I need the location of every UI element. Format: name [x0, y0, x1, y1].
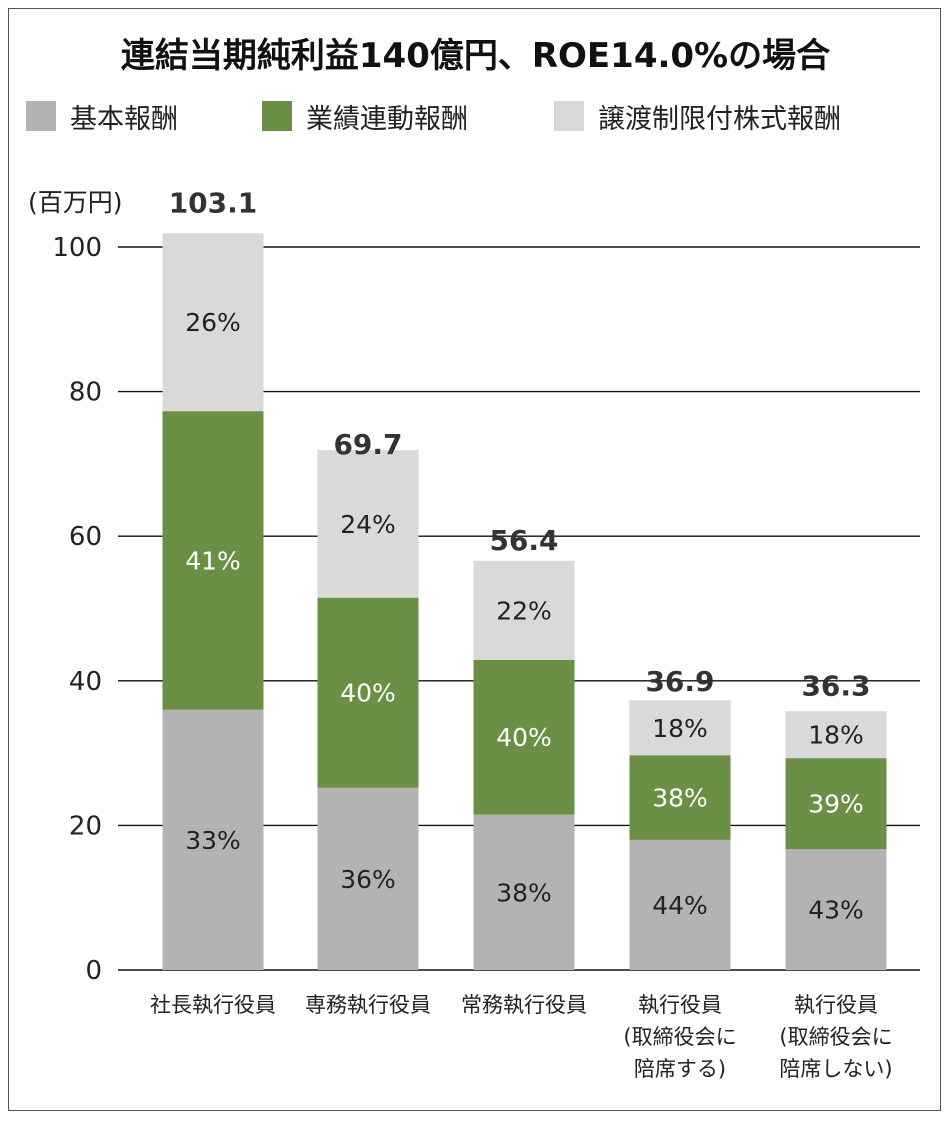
- y-tick-label-0: 0: [85, 956, 102, 986]
- y-tick-label-40: 40: [69, 667, 102, 697]
- bar-segment-restricted-stock-2: [473, 560, 575, 660]
- segment-label-restricted-stock-0: 26%: [185, 308, 241, 337]
- y-tick-label-80: 80: [69, 378, 102, 408]
- bar-total-label-2: 56.4: [489, 524, 558, 557]
- legend-swatch-performance-pay: [262, 101, 292, 131]
- bar-segment-restricted-stock-3: [629, 700, 731, 756]
- segment-label-base-salary-4: 43%: [808, 896, 864, 925]
- y-axis-unit-label: (百万円): [28, 188, 123, 217]
- segment-label-performance-pay-2: 40%: [496, 723, 552, 752]
- legend-label-base-salary: 基本報酬: [70, 103, 178, 135]
- category-label-0-line-0: 社長執行役員: [150, 993, 276, 1017]
- y-tick-label-60: 60: [69, 522, 102, 552]
- bar-segment-performance-pay-1: [317, 597, 419, 788]
- bar-total-label-1: 69.7: [333, 428, 402, 461]
- legend-label-performance-pay: 業績連動報酬: [306, 103, 468, 135]
- legend-swatch-restricted-stock: [554, 101, 584, 131]
- bar-segment-performance-pay-4: [785, 758, 887, 850]
- bar-segment-restricted-stock-1: [317, 450, 419, 598]
- segment-label-restricted-stock-2: 22%: [496, 596, 552, 625]
- bar-total-label-3: 36.9: [645, 665, 714, 698]
- bar-total-label-0: 103.1: [169, 187, 258, 220]
- segment-label-performance-pay-4: 39%: [808, 790, 864, 819]
- category-label-3-line-0: 執行役員: [638, 993, 722, 1017]
- segment-label-restricted-stock-4: 18%: [808, 721, 864, 750]
- segment-label-performance-pay-3: 38%: [652, 784, 708, 813]
- bar-segment-base-salary-2: [473, 814, 575, 970]
- bar-segment-performance-pay-2: [473, 659, 575, 815]
- category-label-3-line-1: (取締役会に: [623, 1025, 736, 1049]
- legend-item-restricted-stock: 譲渡制限付株式報酬: [554, 94, 841, 138]
- segment-label-base-salary-2: 38%: [496, 878, 552, 907]
- legend-item-performance-pay: 業績連動報酬: [262, 94, 468, 138]
- bar-segment-base-salary-1: [317, 787, 419, 970]
- category-label-1-line-0: 専務執行役員: [305, 993, 431, 1017]
- y-tick-label-100: 100: [52, 233, 102, 263]
- bar-total-label-4: 36.3: [801, 670, 870, 703]
- category-label-4-line-0: 執行役員: [794, 993, 878, 1017]
- bar-segment-restricted-stock-0: [162, 233, 264, 412]
- bar-segment-restricted-stock-4: [785, 711, 887, 759]
- segment-label-performance-pay-0: 41%: [185, 546, 241, 575]
- segment-label-performance-pay-1: 40%: [340, 679, 396, 708]
- segment-label-base-salary-3: 44%: [652, 891, 708, 920]
- bar-segment-base-salary-3: [629, 839, 731, 970]
- segment-label-restricted-stock-1: 24%: [340, 510, 396, 539]
- chart-title: 連結当期純利益140億円、ROE14.0%の場合: [120, 36, 831, 76]
- category-label-4-line-1: (取締役会に: [779, 1025, 892, 1049]
- segment-label-base-salary-0: 33%: [185, 826, 241, 855]
- bar-segment-base-salary-0: [162, 709, 264, 970]
- segment-label-restricted-stock-3: 18%: [652, 714, 708, 743]
- bar-segment-performance-pay-0: [162, 411, 264, 710]
- legend-item-base-salary: 基本報酬: [26, 94, 178, 138]
- bar-segment-base-salary-4: [785, 849, 887, 970]
- bar-segment-performance-pay-3: [629, 755, 731, 840]
- category-label-2-line-0: 常務執行役員: [461, 993, 587, 1017]
- chart-legend: 基本報酬 業績連動報酬 譲渡制限付株式報酬: [26, 94, 936, 138]
- segment-label-base-salary-1: 36%: [340, 865, 396, 894]
- y-tick-label-20: 20: [69, 811, 102, 841]
- category-label-4-line-2: 陪席しない): [779, 1057, 892, 1081]
- category-label-3-line-2: 陪席する): [634, 1057, 726, 1081]
- legend-label-restricted-stock: 譲渡制限付株式報酬: [598, 103, 841, 135]
- legend-swatch-base-salary: [26, 101, 56, 131]
